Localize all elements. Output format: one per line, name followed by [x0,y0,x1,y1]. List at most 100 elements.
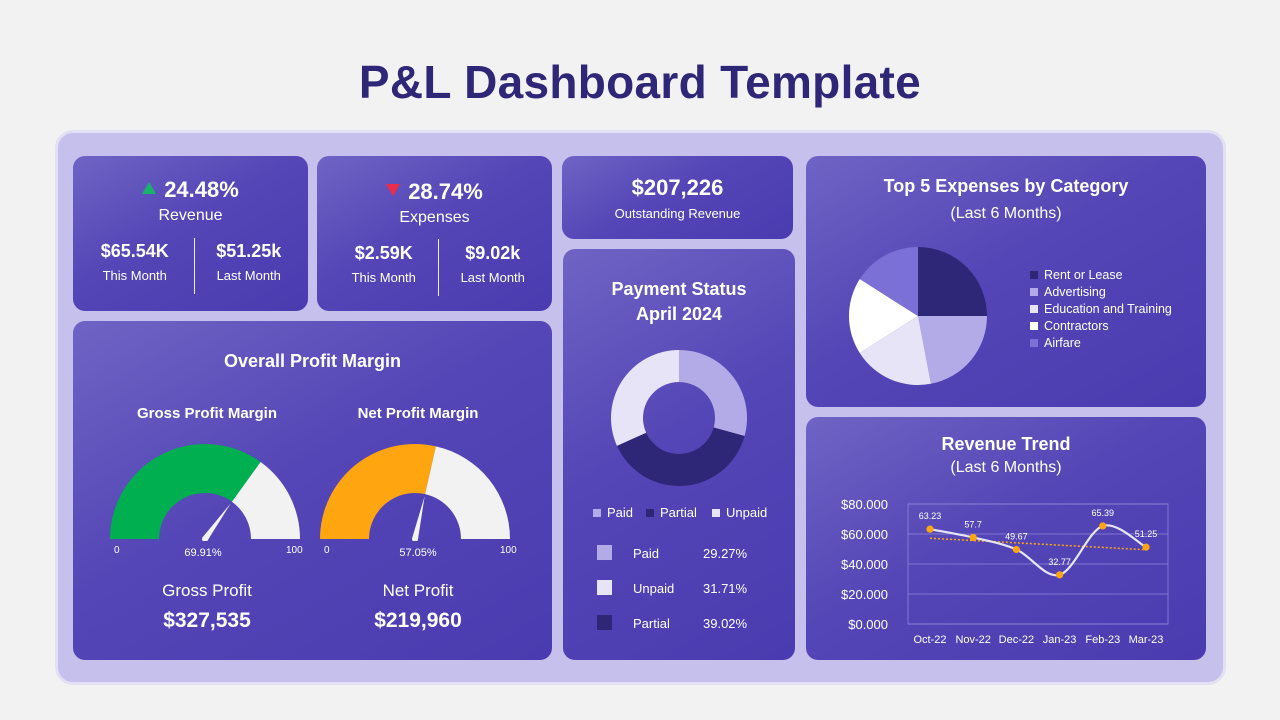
revenue-last-month: $51.25k Last Month [190,241,308,283]
expenses-legend-item: Contractors [1030,319,1109,333]
divider [194,238,195,294]
payment-row-percent: 31.71% [703,581,748,596]
legend-label: Contractors [1044,319,1109,333]
legend-label: Partial [660,505,697,520]
expenses-pie-card: Top 5 Expenses by Category (Last 6 Month… [806,156,1206,407]
expenses-legend-item: Airfare [1030,336,1081,350]
data-point [969,533,977,542]
data-label: 51.25 [1135,529,1158,539]
legend-label: Airfare [1044,336,1081,350]
payment-row-swatch [597,580,612,595]
expenses-pie-title: Top 5 Expenses by Category [883,176,1129,196]
revenue-line [929,524,1147,577]
payment-donut-chart [611,350,747,486]
gross-min-label: 0 [114,545,120,556]
revenue-change-row: 24.48% [73,177,308,203]
payment-title-line2: April 2024 [635,304,723,324]
revenue-this-month: $65.54K This Month [76,241,194,283]
revenue-last-month-label: Last Month [216,268,281,283]
net-percent-label: 57.05% [399,547,437,559]
net-max-label: 100 [500,545,517,556]
pie-slice [918,247,987,316]
net-profit-value: $219,960 [374,609,462,632]
payment-legend-item: Paid [593,505,633,520]
expenses-pie-chart [849,247,987,385]
legend-label: Advertising [1044,285,1106,299]
outstanding-card: $207,226 Outstanding Revenue [562,156,793,239]
legend-swatch [646,508,654,517]
legend-label: Unpaid [726,505,768,520]
revenue-change: 24.48% [164,177,239,202]
y-tick-label: $60.000 [841,527,888,542]
payment-row-percent: 39.02% [703,616,748,631]
trend-subtitle: (Last 6 Months) [950,459,1062,476]
profit-title: Overall Profit Margin [223,351,402,371]
legend-swatch [593,508,601,517]
y-tick-label: $80.000 [841,497,888,512]
data-label: 49.67 [1005,531,1028,541]
legend-swatch [1030,305,1038,313]
gauge-needle-hub [412,536,418,541]
payment-row-swatch [597,615,612,630]
data-point [1056,571,1064,579]
gross-profit-label: Gross Profit [162,581,252,600]
expenses-last-month-label: Last Month [460,270,525,285]
revenue-trend-chart: $0.000 $20.000 $40.000 $60.000 $80.000 Oct-22… [841,497,1169,646]
data-point [1012,545,1020,554]
pie-slice [849,279,918,353]
payment-row-label: Unpaid [633,581,675,596]
expenses-last-month-value: $9.02k [465,243,521,263]
trendline [929,537,1147,551]
legend-swatch [1030,339,1038,347]
net-margin-gauge [320,444,510,541]
pie-slice [859,316,931,385]
payment-row-label: Paid [633,546,660,561]
gross-max-label: 100 [286,545,303,556]
data-label: 32.77 [1048,557,1071,567]
expenses-legend-item: Advertising [1030,285,1106,299]
net-margin-title: Net Profit Margin [357,405,479,422]
expenses-this-month: $2.59K This Month [325,243,443,285]
y-tick-label: $20.000 [841,587,888,602]
arrow-down-icon [386,184,401,196]
trend-card: Revenue Trend (Last 6 Months) $0.000 $20.… [806,417,1206,660]
y-tick-label: $0.000 [848,617,888,632]
revenue-this-month-label: This Month [102,268,167,283]
donut-slice-unpaid [611,350,679,446]
outstanding-label: Outstanding Revenue [614,206,741,221]
x-tick-label: Jan-23 [1043,634,1077,646]
net-profit-label: Net Profit [382,581,454,600]
gross-margin-title: Gross Profit Margin [136,405,278,422]
data-label: 57.7 [964,519,982,529]
outstanding-value: $207,226 [631,175,724,200]
donut-slice-paid [679,350,747,437]
gross-percent-label: 69.91% [184,547,222,559]
arrow-up-icon [142,182,157,194]
profit-card: Overall Profit Margin Gross Profit Margi… [73,321,552,660]
data-label: 63.23 [919,511,942,521]
legend-swatch [1030,288,1038,296]
gauge-remaining-arc [425,446,510,539]
expenses-legend-item: Education and Training [1030,302,1172,316]
gauge-needle-hub [202,536,208,541]
data-point [1142,543,1150,551]
page-title: P&L Dashboard Template [358,56,922,108]
x-tick-label: Nov-22 [955,634,990,646]
gauge-value-arc [110,444,261,539]
expenses-this-month-value: $2.59K [354,243,413,263]
x-tick-label: Oct-22 [913,634,946,646]
donut-slice-partial [616,427,745,486]
net-min-label: 0 [324,545,330,556]
gross-margin-gauge [110,444,300,541]
data-point [926,525,934,533]
legend-swatch [712,508,720,517]
expenses-label: Expenses [399,209,470,226]
legend-label: Education and Training [1044,302,1172,316]
revenue-this-month-value: $65.54K [100,241,169,261]
payment-title-line1: Payment Status [611,279,747,299]
payment-row-swatch [597,545,612,560]
payment-legend-item: Partial [646,505,697,520]
divider [438,239,439,296]
payment-legend-item: Unpaid [712,505,767,520]
x-tick-label: Feb-23 [1085,634,1120,646]
